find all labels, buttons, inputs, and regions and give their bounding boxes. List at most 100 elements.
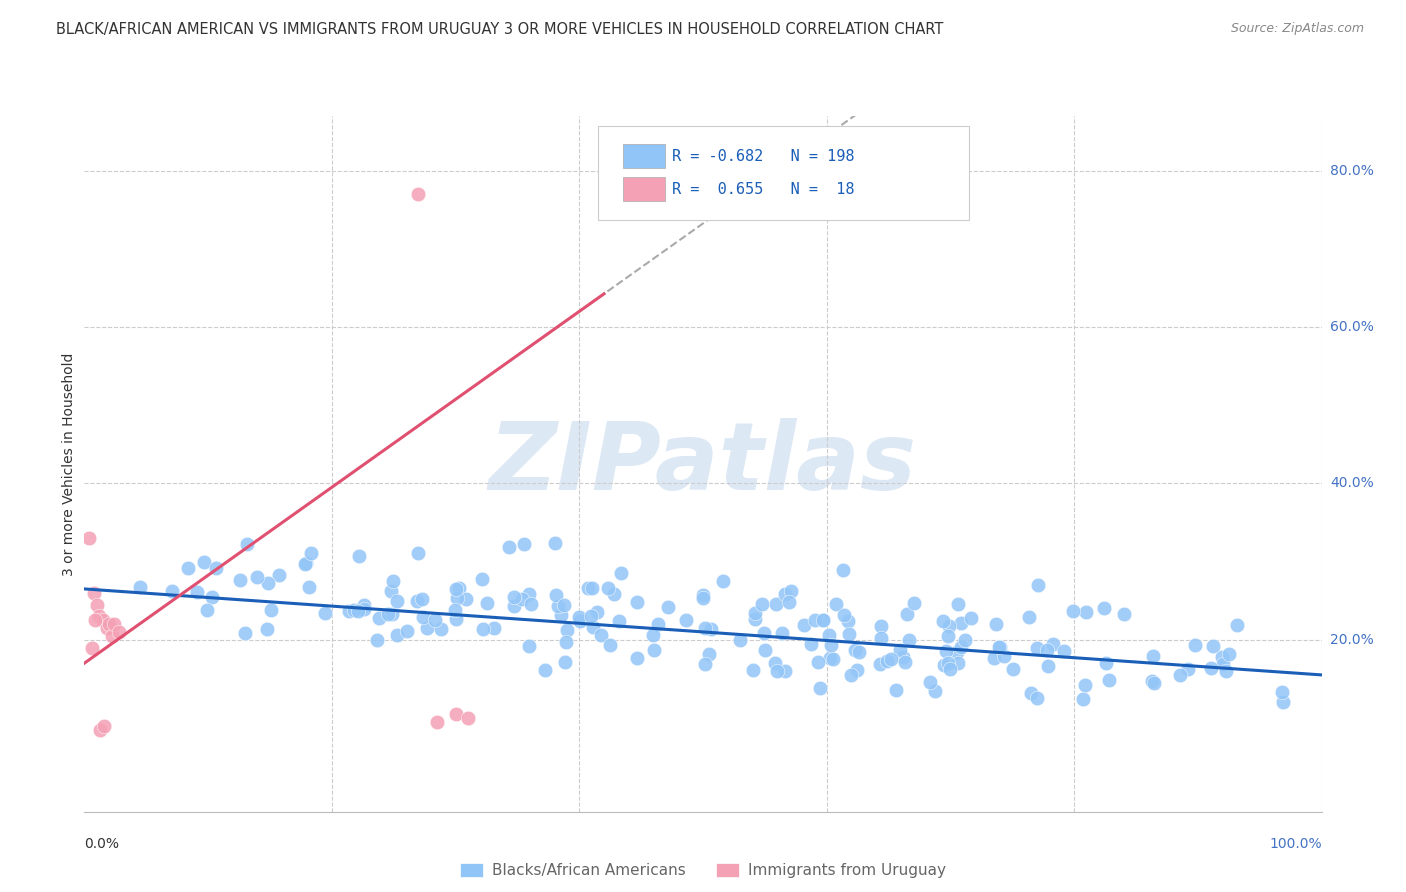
Point	[550, 608, 572, 623]
Point	[938, 662, 960, 676]
Point	[186, 584, 208, 599]
Point	[381, 607, 404, 621]
Point	[848, 645, 870, 659]
Point	[267, 568, 290, 582]
Point	[831, 563, 853, 577]
Point	[204, 561, 226, 575]
Point	[380, 583, 402, 598]
Point	[935, 643, 957, 657]
Point	[950, 615, 973, 630]
Text: Source: ZipAtlas.com: Source: ZipAtlas.com	[1230, 22, 1364, 36]
Point	[626, 651, 648, 665]
Point	[353, 602, 375, 616]
Point	[641, 627, 664, 641]
FancyBboxPatch shape	[623, 145, 665, 169]
Point	[607, 615, 630, 629]
Point	[444, 612, 467, 626]
Point	[368, 611, 391, 625]
Point	[299, 546, 322, 560]
Point	[932, 658, 955, 673]
Point	[626, 595, 648, 609]
Point	[932, 615, 955, 629]
Point	[554, 655, 576, 669]
Point	[692, 588, 714, 602]
Text: 60.0%: 60.0%	[1330, 320, 1374, 334]
Point	[412, 610, 434, 624]
Point	[744, 606, 766, 620]
Point	[1271, 685, 1294, 699]
Point	[742, 663, 765, 677]
Text: 0.0%: 0.0%	[84, 837, 120, 851]
Point	[502, 590, 524, 604]
Point	[804, 613, 827, 627]
Point	[83, 586, 105, 600]
Point	[449, 581, 471, 595]
Point	[610, 566, 633, 580]
Point	[576, 582, 599, 596]
Point	[589, 628, 612, 642]
Point	[808, 681, 831, 695]
Point	[86, 598, 108, 612]
Point	[993, 649, 1015, 664]
Point	[602, 586, 624, 600]
Point	[1019, 686, 1042, 700]
Text: ZIPatlas: ZIPatlas	[489, 417, 917, 510]
Point	[446, 591, 468, 606]
Point	[818, 628, 841, 642]
Point	[1092, 600, 1115, 615]
Point	[988, 640, 1011, 655]
Point	[945, 645, 967, 659]
Point	[100, 629, 122, 643]
Point	[811, 613, 834, 627]
Point	[870, 631, 893, 645]
Point	[838, 627, 860, 641]
Point	[1098, 673, 1121, 688]
Point	[884, 682, 907, 697]
Point	[697, 647, 720, 661]
Point	[517, 587, 540, 601]
Point	[416, 621, 439, 635]
Point	[89, 723, 111, 737]
Point	[765, 597, 787, 611]
Point	[520, 597, 543, 611]
Point	[946, 597, 969, 611]
Point	[396, 624, 419, 639]
Point	[555, 623, 578, 637]
Point	[903, 596, 925, 610]
Point	[1036, 659, 1059, 673]
Point	[1211, 650, 1233, 665]
Point	[920, 675, 942, 690]
Y-axis label: 3 or more Vehicles in Household: 3 or more Vehicles in Household	[62, 352, 76, 575]
Point	[444, 602, 467, 616]
Point	[844, 643, 866, 657]
Point	[1142, 648, 1164, 663]
Point	[96, 621, 118, 635]
Point	[257, 576, 280, 591]
Point	[84, 613, 107, 627]
Point	[938, 619, 960, 633]
Point	[824, 597, 846, 611]
Point	[770, 626, 793, 640]
Point	[89, 609, 111, 624]
Point	[426, 714, 449, 729]
Point	[1218, 648, 1240, 662]
Point	[498, 540, 520, 554]
Text: BLACK/AFRICAN AMERICAN VS IMMIGRANTS FROM URUGUAY 3 OR MORE VEHICLES IN HOUSEHOL: BLACK/AFRICAN AMERICAN VS IMMIGRANTS FRO…	[56, 22, 943, 37]
Point	[1140, 674, 1163, 689]
Point	[599, 638, 621, 652]
Point	[129, 580, 152, 594]
Point	[79, 531, 101, 545]
Point	[294, 557, 316, 571]
Point	[503, 599, 526, 613]
Point	[1053, 644, 1076, 658]
Point	[381, 574, 404, 589]
Point	[752, 626, 775, 640]
Point	[160, 584, 183, 599]
Point	[730, 633, 752, 648]
Point	[353, 598, 375, 612]
Point	[1071, 692, 1094, 706]
Point	[1215, 665, 1237, 679]
Point	[779, 584, 801, 599]
Point	[385, 628, 408, 642]
Point	[411, 592, 433, 607]
